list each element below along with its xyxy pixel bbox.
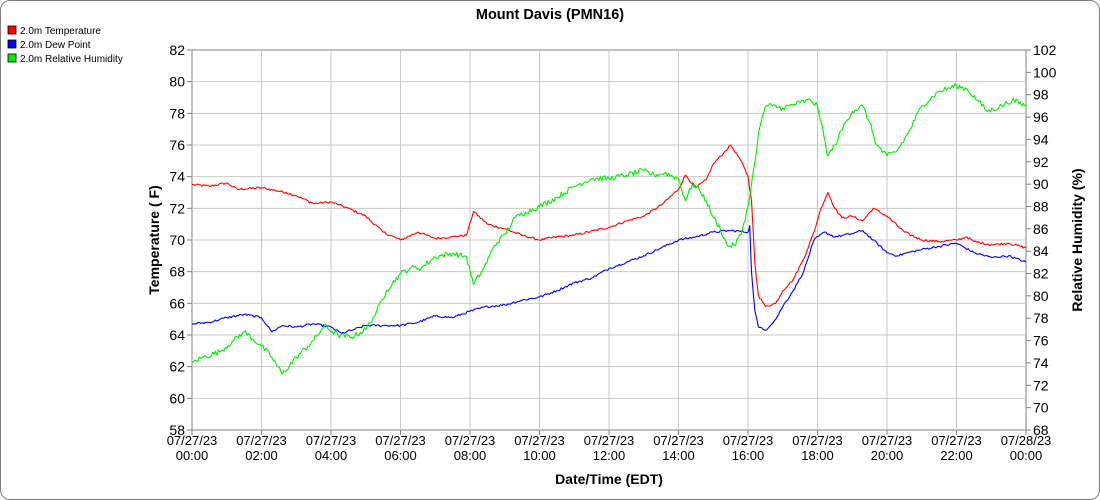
legend-swatch (7, 25, 17, 35)
y-right-tick-label: 70 (1033, 400, 1049, 416)
y-right-tick-label: 76 (1033, 333, 1049, 349)
y-left-tick-label: 80 (169, 74, 185, 90)
y-axis-left-label: Temperature ( F) (146, 185, 162, 294)
y-right-tick-label: 84 (1033, 243, 1049, 259)
y-left-tick-label: 78 (169, 105, 185, 121)
x-tick-label-time: 22:00 (940, 448, 973, 463)
y-right-tick-label: 88 (1033, 198, 1049, 214)
series-line-2 (191, 82, 1027, 375)
x-tick-label-date: 07/27/23 (931, 433, 982, 448)
y-right-tick-label: 72 (1033, 377, 1049, 393)
x-tick-label-time: 02:00 (245, 448, 278, 463)
x-tick-label-date: 07/27/23 (862, 433, 913, 448)
y-right-tick-label: 94 (1033, 131, 1049, 147)
x-tick-label-date: 07/27/23 (584, 433, 635, 448)
x-tick-label-date: 07/27/23 (375, 433, 426, 448)
x-tick-label-time: 12:00 (593, 448, 626, 463)
y-left-tick-label: 72 (169, 200, 185, 216)
y-left-tick-label: 82 (169, 42, 185, 58)
x-tick-label-time: 08:00 (454, 448, 487, 463)
x-tick-label-date: 07/27/23 (514, 433, 565, 448)
y-left-tick-label: 70 (169, 232, 185, 248)
y-left-tick-label: 66 (169, 295, 185, 311)
chart-title: Mount Davis (PMN16) (476, 7, 624, 23)
x-tick-label-date: 07/27/23 (167, 433, 218, 448)
y-left-tick-label: 64 (169, 327, 185, 343)
y-right-tick-label: 100 (1033, 64, 1057, 80)
y-left-tick-label: 58 (169, 422, 185, 438)
y-left-tick-label: 76 (169, 137, 185, 153)
y-left-tick-label: 60 (169, 390, 185, 406)
x-tick-label-date: 07/27/23 (236, 433, 287, 448)
x-tick-label-time: 18:00 (801, 448, 834, 463)
series-line-0 (191, 144, 1027, 308)
chart-legend: 2.0m Temperature 2.0m Dew Point 2.0m Relat… (7, 25, 123, 65)
x-tick-label-time: 00:00 (1010, 448, 1043, 463)
y-left-tick-label: 62 (169, 359, 185, 375)
x-tick-label-date: 07/28/23 (1001, 433, 1052, 448)
y-right-tick-label: 86 (1033, 221, 1049, 237)
x-tick-label-time: 00:00 (176, 448, 209, 463)
legend-label: 2.0m Dew Point (20, 40, 91, 51)
axes-group: 58 60 62 64 66 68 70 72 74 76 78 80 82 68 70 72 74 76 78 80… (167, 42, 1057, 463)
y-right-tick-label: 98 (1033, 87, 1049, 103)
series-group (191, 82, 1027, 375)
y-right-tick-label: 102 (1033, 42, 1057, 58)
x-axis-label: Date/Time (EDT) (555, 471, 663, 487)
x-tick-label-date: 07/27/23 (445, 433, 496, 448)
x-tick-label-date: 07/27/23 (653, 433, 704, 448)
legend-label: 2.0m Relative Humidity (20, 54, 123, 65)
x-tick-label-time: 14:00 (662, 448, 695, 463)
y-right-tick-label: 80 (1033, 288, 1049, 304)
x-tick-label-date: 07/27/23 (792, 433, 843, 448)
legend-label: 2.0m Temperature (20, 26, 101, 37)
y-axis-right-label: Relative Humidity (%) (1069, 168, 1085, 311)
x-tick-label-date: 07/27/23 (306, 433, 357, 448)
series-line-1 (192, 225, 1027, 334)
y-right-tick-label: 74 (1033, 355, 1049, 371)
x-tick-label-time: 04:00 (315, 448, 348, 463)
y-right-tick-label: 68 (1033, 422, 1049, 438)
legend-swatch (7, 53, 17, 63)
grid-lines (192, 50, 1026, 430)
y-left-tick-label: 74 (169, 169, 185, 185)
y-left-tick-label: 68 (169, 264, 185, 280)
x-tick-label-time: 20:00 (871, 448, 904, 463)
x-tick-label-time: 10:00 (523, 448, 556, 463)
legend-swatch (7, 39, 17, 49)
y-right-tick-label: 96 (1033, 109, 1049, 125)
x-tick-label-time: 06:00 (384, 448, 417, 463)
y-right-tick-label: 78 (1033, 310, 1049, 326)
y-right-tick-label: 90 (1033, 176, 1049, 192)
y-right-tick-label: 82 (1033, 266, 1049, 282)
y-right-tick-label: 92 (1033, 154, 1049, 170)
x-tick-label-date: 07/27/23 (723, 433, 774, 448)
x-tick-label-time: 16:00 (732, 448, 765, 463)
